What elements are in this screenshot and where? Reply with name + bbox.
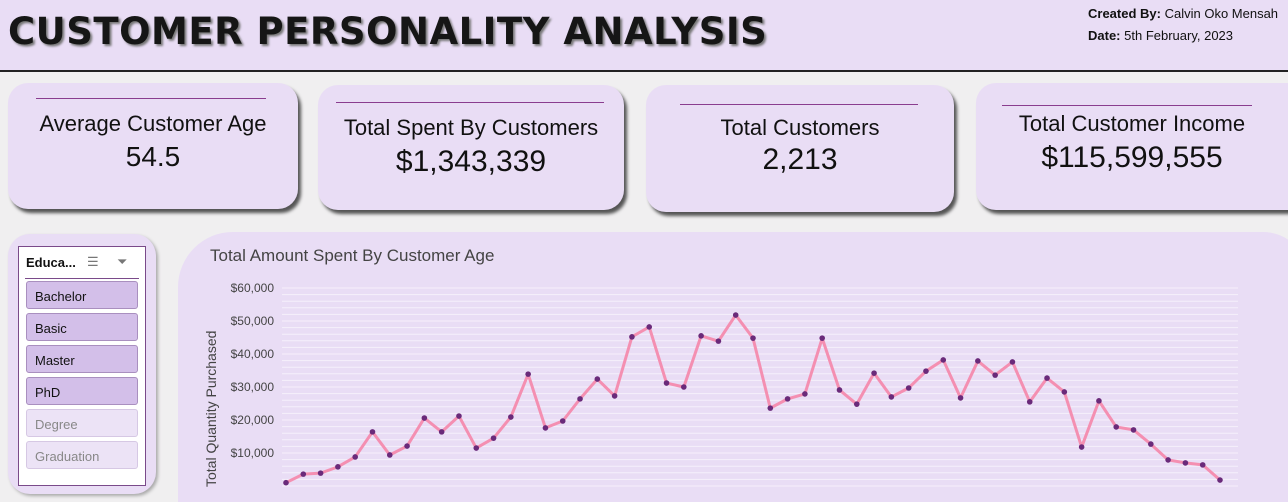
dashboard-title: CUSTOMER PERSONALITY ANALYSIS bbox=[8, 10, 768, 53]
data-point bbox=[559, 418, 566, 424]
kpi-total-customers: Total Customers 2,213 bbox=[646, 85, 954, 212]
data-point bbox=[1217, 477, 1223, 483]
y-tick-label: $40,000 bbox=[231, 347, 275, 361]
chart-title: Total Amount Spent By Customer Age bbox=[210, 246, 495, 265]
data-point bbox=[404, 443, 410, 449]
data-point bbox=[940, 357, 947, 363]
slicer-item-phd[interactable]: PhD bbox=[26, 377, 138, 405]
data-point bbox=[300, 471, 307, 477]
data-point bbox=[577, 396, 583, 402]
data-point bbox=[663, 380, 670, 386]
data-point bbox=[1026, 399, 1033, 405]
data-point bbox=[629, 334, 635, 340]
data-point bbox=[681, 384, 687, 390]
kpi-value: $115,599,555 bbox=[1041, 141, 1223, 174]
date-label: Date: bbox=[1088, 28, 1121, 43]
data-point bbox=[732, 312, 739, 318]
data-point bbox=[369, 429, 376, 435]
data-point bbox=[283, 479, 289, 486]
data-point bbox=[1009, 359, 1016, 365]
multi-select-icon[interactable]: ☰ bbox=[87, 254, 99, 269]
data-point bbox=[905, 385, 912, 391]
created-by: Calvin Oko Mensah bbox=[1164, 6, 1279, 21]
meta-info: Created By: Calvin Oko Mensah Date: 5th … bbox=[1088, 3, 1278, 47]
data-point bbox=[1148, 441, 1154, 447]
header: CUSTOMER PERSONALITY ANALYSIS Created By… bbox=[0, 0, 1288, 72]
data-point bbox=[1165, 457, 1171, 463]
data-point bbox=[490, 435, 497, 441]
data-point bbox=[473, 445, 480, 451]
slicer-item-master[interactable]: Master bbox=[26, 345, 138, 373]
data-point bbox=[335, 464, 341, 470]
data-point bbox=[542, 425, 549, 431]
data-point bbox=[871, 370, 877, 376]
data-point bbox=[611, 393, 618, 399]
data-point bbox=[352, 454, 358, 460]
date: 5th February, 2023 bbox=[1124, 28, 1234, 43]
data-point bbox=[1199, 462, 1206, 468]
kpi-label: Total Spent By Customers bbox=[343, 115, 599, 140]
data-point bbox=[715, 338, 722, 344]
slicer-panel: Educa... ☰ ⏷ Bachelor Basic Master PhD D… bbox=[8, 234, 156, 494]
data-point bbox=[923, 368, 929, 374]
chart-panel: Total Amount Spent By Customer Age Total… bbox=[178, 232, 1288, 502]
data-point bbox=[957, 395, 964, 401]
data-point bbox=[1182, 460, 1189, 466]
data-point bbox=[853, 401, 860, 407]
data-point bbox=[698, 333, 704, 339]
data-point bbox=[750, 335, 756, 341]
kpi-label: Total Customer Income bbox=[1018, 111, 1246, 136]
kpi-value: 54.5 bbox=[125, 141, 181, 172]
slicer-header: Educa... ☰ ⏷ bbox=[25, 253, 139, 279]
data-point bbox=[386, 452, 393, 458]
data-point bbox=[819, 335, 825, 341]
y-tick-label: $10,000 bbox=[231, 446, 275, 460]
data-point bbox=[1113, 424, 1120, 430]
data-point bbox=[438, 429, 445, 435]
y-tick-label: $20,000 bbox=[231, 413, 275, 427]
data-point bbox=[1078, 444, 1085, 450]
data-point bbox=[1130, 427, 1137, 433]
kpi-total-spent: Total Spent By Customers $1,343,339 bbox=[318, 85, 624, 210]
data-point bbox=[784, 396, 791, 402]
data-point bbox=[767, 405, 774, 411]
data-point bbox=[836, 387, 843, 393]
kpi-value: 2,213 bbox=[762, 143, 838, 176]
slicer-item-basic[interactable]: Basic bbox=[26, 313, 138, 341]
data-point bbox=[802, 391, 808, 397]
data-point bbox=[1061, 389, 1068, 395]
y-tick-label: $50,000 bbox=[231, 314, 275, 328]
data-point bbox=[646, 324, 653, 330]
data-point bbox=[992, 372, 998, 378]
data-point bbox=[421, 415, 428, 421]
created-by-label: Created By: bbox=[1088, 6, 1161, 21]
kpi-average-age: Average Customer Age 54.5 bbox=[8, 83, 298, 209]
kpi-label: Average Customer Age bbox=[39, 111, 267, 136]
kpi-value: $1,343,339 bbox=[395, 145, 547, 178]
education-slicer: Educa... ☰ ⏷ Bachelor Basic Master PhD D… bbox=[18, 246, 146, 486]
data-point bbox=[594, 376, 601, 382]
y-tick-label: $30,000 bbox=[231, 380, 275, 394]
slicer-item-degree[interactable]: Degree bbox=[26, 409, 138, 437]
card-divider bbox=[680, 104, 918, 105]
card-divider bbox=[336, 102, 604, 103]
line-chart: $10,000 $20,000 $30,000 $40,000 $50,000 $60,0… bbox=[231, 281, 1238, 487]
data-point bbox=[508, 414, 514, 420]
slicer-item-graduation[interactable]: Graduation bbox=[26, 441, 138, 469]
slicer-title: Educa... bbox=[26, 255, 76, 270]
slicer-item-bachelor[interactable]: Bachelor bbox=[26, 281, 138, 309]
kpi-label: Total Customers bbox=[720, 115, 880, 140]
card-divider bbox=[36, 98, 266, 99]
data-point bbox=[1044, 375, 1050, 381]
kpi-total-income: Total Customer Income $115,599,555 bbox=[976, 83, 1288, 210]
data-point bbox=[1096, 398, 1102, 404]
data-point bbox=[888, 394, 895, 400]
data-point bbox=[525, 371, 531, 377]
y-tick-label: $60,000 bbox=[231, 281, 275, 295]
clear-filter-icon[interactable]: ⏷ bbox=[117, 254, 128, 269]
card-divider bbox=[1002, 105, 1252, 106]
data-point bbox=[975, 358, 981, 364]
data-point bbox=[317, 470, 324, 476]
data-point bbox=[456, 413, 462, 419]
